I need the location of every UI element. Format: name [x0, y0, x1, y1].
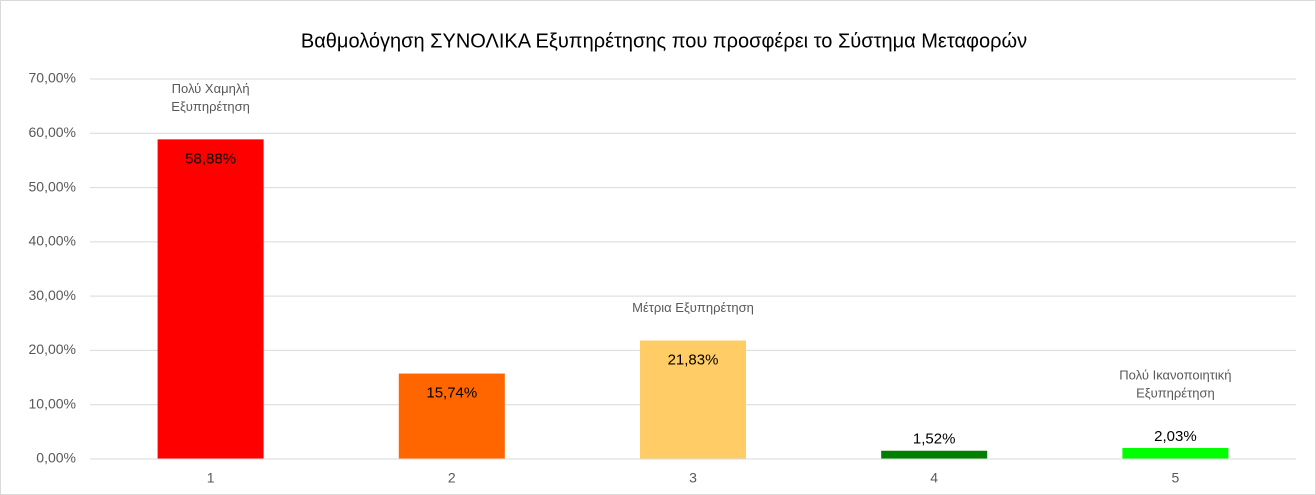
bar — [881, 450, 988, 459]
y-tick-label: 30,00% — [29, 287, 76, 303]
x-tick-label: 3 — [689, 470, 697, 486]
annotation: Εξυπηρέτηση — [1136, 385, 1215, 400]
bar — [157, 139, 264, 459]
y-tick-label: 50,00% — [29, 178, 76, 194]
annotation: Μέτρια Εξυπηρέτηση — [632, 300, 754, 315]
bar — [398, 373, 505, 459]
annotation: Πολύ Χαμηλή — [172, 81, 250, 96]
data-label: 1,52% — [913, 431, 956, 448]
data-label: 2,03% — [1154, 428, 1197, 445]
bar — [640, 340, 746, 459]
x-tick-label: 4 — [930, 470, 938, 486]
bar — [1122, 447, 1229, 459]
y-tick-label: 10,00% — [29, 395, 76, 411]
y-tick-label: 20,00% — [29, 341, 76, 357]
x-tick-label: 5 — [1172, 470, 1180, 486]
data-label: 58,88% — [185, 150, 236, 167]
data-label: 21,83% — [668, 351, 719, 368]
x-tick-label: 1 — [207, 470, 215, 486]
y-tick-label: 0,00% — [36, 450, 76, 466]
annotation: Εξυπηρέτηση — [171, 99, 250, 114]
y-tick-label: 70,00% — [29, 70, 76, 86]
x-tick-label: 2 — [448, 470, 456, 486]
y-tick-label: 40,00% — [29, 233, 76, 249]
y-tick-label: 60,00% — [29, 124, 76, 140]
annotation: Πολύ Ικανοποιητική — [1119, 367, 1231, 382]
data-label: 15,74% — [426, 385, 477, 402]
chart-title: Βαθμολόγηση ΣΥΝΟΛΙΚΑ Εξυπηρέτησης που πρ… — [301, 30, 1027, 52]
